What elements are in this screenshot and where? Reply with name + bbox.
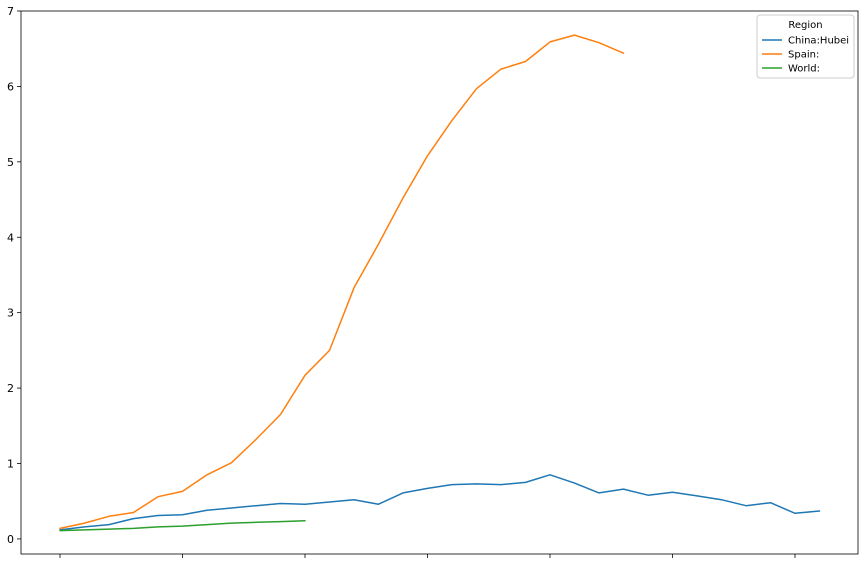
y-tick-label: 1 xyxy=(7,458,14,471)
legend-label-1: Spain: xyxy=(788,50,819,61)
series-line-2 xyxy=(59,520,306,532)
y-tick-label: 6 xyxy=(7,80,14,93)
y-tick-label: 7 xyxy=(7,5,14,18)
legend: Region China:Hubei Spain: World: xyxy=(756,14,855,79)
y-tick-label: 3 xyxy=(7,307,14,320)
legend-title: Region xyxy=(788,20,822,31)
axes-frame xyxy=(20,10,859,555)
series-line-0 xyxy=(59,474,821,531)
axes: 0 1 2 3 4 5 6 7 xyxy=(7,5,859,558)
y-tick-label: 0 xyxy=(7,533,14,546)
legend-label-2: World: xyxy=(788,64,820,75)
y-tick-label: 4 xyxy=(7,231,14,244)
legend-label-0: China:Hubei xyxy=(788,36,849,47)
legend-box xyxy=(756,14,855,79)
y-tick-label: 2 xyxy=(7,382,14,395)
series-line-1 xyxy=(59,34,625,530)
plot-area xyxy=(59,34,821,532)
y-tick-label: 5 xyxy=(7,156,14,169)
